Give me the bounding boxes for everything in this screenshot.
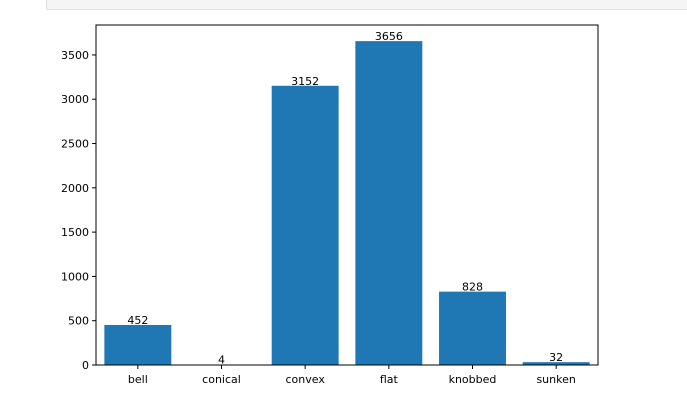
data-label-knobbed: 828 bbox=[462, 281, 483, 294]
data-label-convex: 3152 bbox=[291, 75, 319, 88]
bar-flat bbox=[355, 41, 423, 365]
y-tick-label-0: 0 bbox=[82, 359, 89, 372]
y-tick-label-3500: 3500 bbox=[61, 49, 89, 62]
bar-sunken bbox=[522, 362, 590, 365]
bar-bell bbox=[104, 324, 172, 365]
x-tick-label-bell: bell bbox=[128, 373, 148, 386]
data-label-sunken: 32 bbox=[549, 351, 563, 364]
data-labels-group: 452 4 3152 3656 828 32 bbox=[127, 30, 563, 367]
y-tick-label-1500: 1500 bbox=[61, 226, 89, 239]
data-label-flat: 3656 bbox=[375, 30, 403, 43]
data-label-bell: 452 bbox=[127, 314, 148, 327]
y-tick-label-2000: 2000 bbox=[61, 182, 89, 195]
x-axis: bell conical convex flat knobbed sunken bbox=[128, 365, 576, 386]
y-tick-label-3000: 3000 bbox=[61, 93, 89, 106]
y-tick-label-1000: 1000 bbox=[61, 270, 89, 283]
notebook-cell-edge bbox=[46, 0, 687, 10]
plot-frame bbox=[95, 24, 599, 366]
bar-knobbed bbox=[439, 291, 506, 365]
x-tick-label-conical: conical bbox=[202, 373, 241, 386]
y-tick-label-500: 500 bbox=[68, 315, 89, 328]
x-tick-label-knobbed: knobbed bbox=[449, 373, 497, 386]
y-tick-label-2500: 2500 bbox=[61, 138, 89, 151]
y-axis: 0 500 1000 1500 2000 2500 3000 3500 bbox=[61, 49, 96, 372]
bar-convex bbox=[271, 85, 339, 365]
data-label-conical: 4 bbox=[218, 354, 225, 367]
x-tick-label-sunken: sunken bbox=[536, 373, 575, 386]
x-tick-label-convex: convex bbox=[285, 373, 325, 386]
x-tick-label-flat: flat bbox=[380, 373, 399, 386]
bars-group bbox=[104, 41, 590, 365]
